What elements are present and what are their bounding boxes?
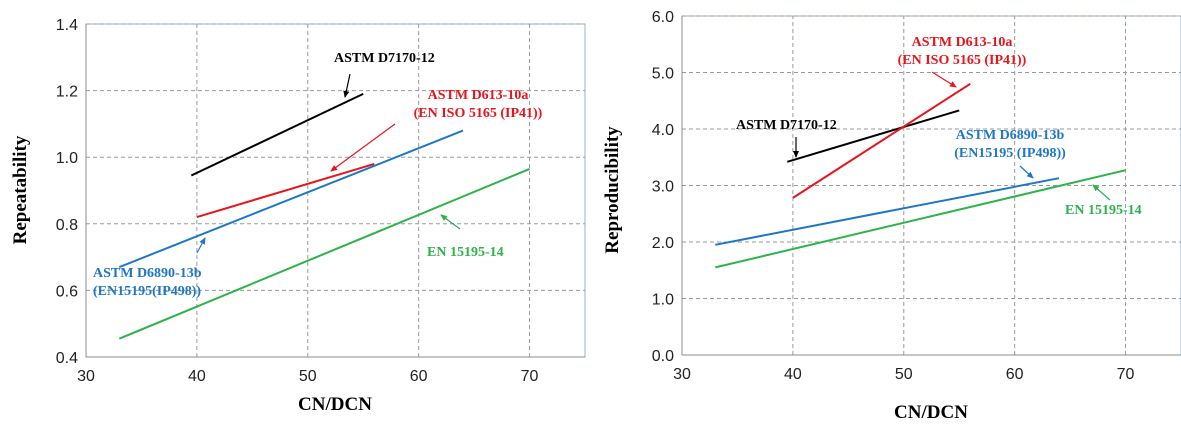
annotation-line: ASTM D6890-13b: [956, 128, 1065, 143]
annotation-text: EN 15195-14: [427, 245, 504, 260]
y-axis-title: Repeatability: [10, 135, 31, 244]
x-tick-label: 50: [299, 368, 317, 385]
y-tick-label: 0.6: [56, 283, 78, 300]
y-tick-label: 2.0: [652, 235, 674, 252]
series-annotation: ASTM D613-10a (EN ISO 5165 (IP41)): [330, 88, 543, 172]
y-tick-label: 1.4: [56, 17, 78, 34]
annotation-text: EN 15195-14: [1065, 203, 1142, 218]
annotation-arrow: [1019, 165, 1034, 179]
annotation-arrow: [1092, 184, 1111, 201]
chart-repeatability: 0.4 0.6 0.8 1.0 1.2 1.4 30 40 50 60 70 ASTM D7170-…: [10, 17, 586, 415]
series-annotation: ASTM D6890-13b (EN15195 (IP498)): [954, 128, 1066, 179]
annotation-arrow: [196, 237, 206, 254]
y-tick-label: 0.4: [56, 350, 78, 367]
x-tick-label: 70: [521, 368, 539, 385]
annotation-line: EN 15195-14: [1065, 203, 1142, 218]
series-line: [196, 162, 375, 219]
annotations: ASTM D7170-12 ASTM D613-10a (EN ISO 5165 (…: [736, 35, 1142, 218]
y-tick-label: 6.0: [652, 9, 674, 26]
y-axis-title: Reproducibility: [602, 126, 623, 254]
annotation-line: ASTM D7170-12: [736, 118, 837, 133]
annotation-line: (EN ISO 5165 (IP41)): [414, 106, 543, 121]
y-tick-label: 0.0: [652, 348, 674, 365]
series-line: [715, 169, 1126, 269]
series-line: [792, 82, 971, 199]
annotation-text: ASTM D7170-12: [334, 51, 435, 66]
series-line: [715, 177, 1060, 246]
series-annotation: EN 15195-14: [427, 214, 504, 260]
annotation-line: ASTM D613-10a: [912, 35, 1013, 50]
y-tick-label: 1.0: [652, 292, 674, 309]
annotation-line: ASTM D6890-13b: [93, 266, 202, 281]
series-line: [190, 92, 364, 177]
annotation-arrow: [343, 73, 351, 98]
x-tick-label: 40: [784, 366, 802, 383]
y-tick-label: 4.0: [652, 122, 674, 139]
chart-reproducibility: 0.0 1.0 2.0 3.0 4.0 5.0 6.0 30 40 50 60 70 ASTM D71…: [602, 9, 1181, 423]
series-line: [787, 109, 960, 163]
annotation-text: ASTM D6890-13b (EN15195(IP498)): [93, 266, 202, 299]
x-tick-label: 50: [895, 366, 913, 383]
annotation-arrow: [931, 71, 957, 88]
x-tick-label: 40: [188, 368, 206, 385]
annotation-line: ASTM D7170-12: [334, 51, 435, 66]
x-tick-label: 60: [1006, 366, 1024, 383]
series-lines: [715, 82, 1126, 269]
annotation-text: ASTM D7170-12: [736, 118, 837, 133]
tick-labels: 0.0 1.0 2.0 3.0 4.0 5.0 6.0 30 40 50 60 70: [652, 9, 1135, 383]
annotation-line: (EN ISO 5165 (IP41)): [898, 53, 1027, 68]
x-tick-label: 60: [410, 368, 428, 385]
grid-lines: [85, 23, 585, 358]
tick-labels: 0.4 0.6 0.8 1.0 1.2 1.4 30 40 50 60 70: [56, 17, 539, 385]
y-tick-label: 0.8: [56, 217, 78, 234]
series-annotation: ASTM D6890-13b (EN15195(IP498)): [93, 237, 206, 299]
series-annotation: ASTM D7170-12: [736, 118, 837, 158]
annotation-line: ASTM D613-10a: [428, 88, 529, 103]
series-line: [118, 167, 530, 340]
annotation-arrow: [330, 123, 396, 172]
y-tick-label: 1.2: [56, 84, 78, 101]
annotation-line: (EN15195 (IP498)): [954, 146, 1066, 161]
x-axis-title: CN/DCN: [298, 394, 372, 415]
y-tick-label: 3.0: [652, 179, 674, 196]
x-tick-label: 30: [673, 366, 691, 383]
annotation-text: ASTM D613-10a (EN ISO 5165 (IP41)): [898, 35, 1027, 68]
annotation-arrow: [440, 214, 461, 230]
series-annotation: ASTM D613-10a (EN ISO 5165 (IP41)): [898, 35, 1027, 88]
annotation-line: (EN15195(IP498)): [93, 284, 201, 299]
annotations: ASTM D7170-12 ASTM D613-10a (EN ISO 5165 (…: [93, 51, 543, 299]
series-annotation: EN 15195-14: [1065, 184, 1142, 218]
annotation-line: EN 15195-14: [427, 245, 504, 260]
x-tick-label: 70: [1117, 366, 1135, 383]
x-tick-label: 30: [77, 368, 95, 385]
y-tick-label: 5.0: [652, 66, 674, 83]
x-axis-title: CN/DCN: [894, 402, 968, 423]
series-line: [118, 129, 464, 269]
series-lines: [118, 92, 530, 340]
y-tick-label: 1.0: [56, 150, 78, 167]
annotation-text: ASTM D613-10a (EN ISO 5165 (IP41)): [414, 88, 543, 121]
series-annotation: ASTM D7170-12: [334, 51, 435, 98]
annotation-text: ASTM D6890-13b (EN15195 (IP498)): [954, 128, 1066, 161]
plot-area-frame: [85, 23, 586, 358]
